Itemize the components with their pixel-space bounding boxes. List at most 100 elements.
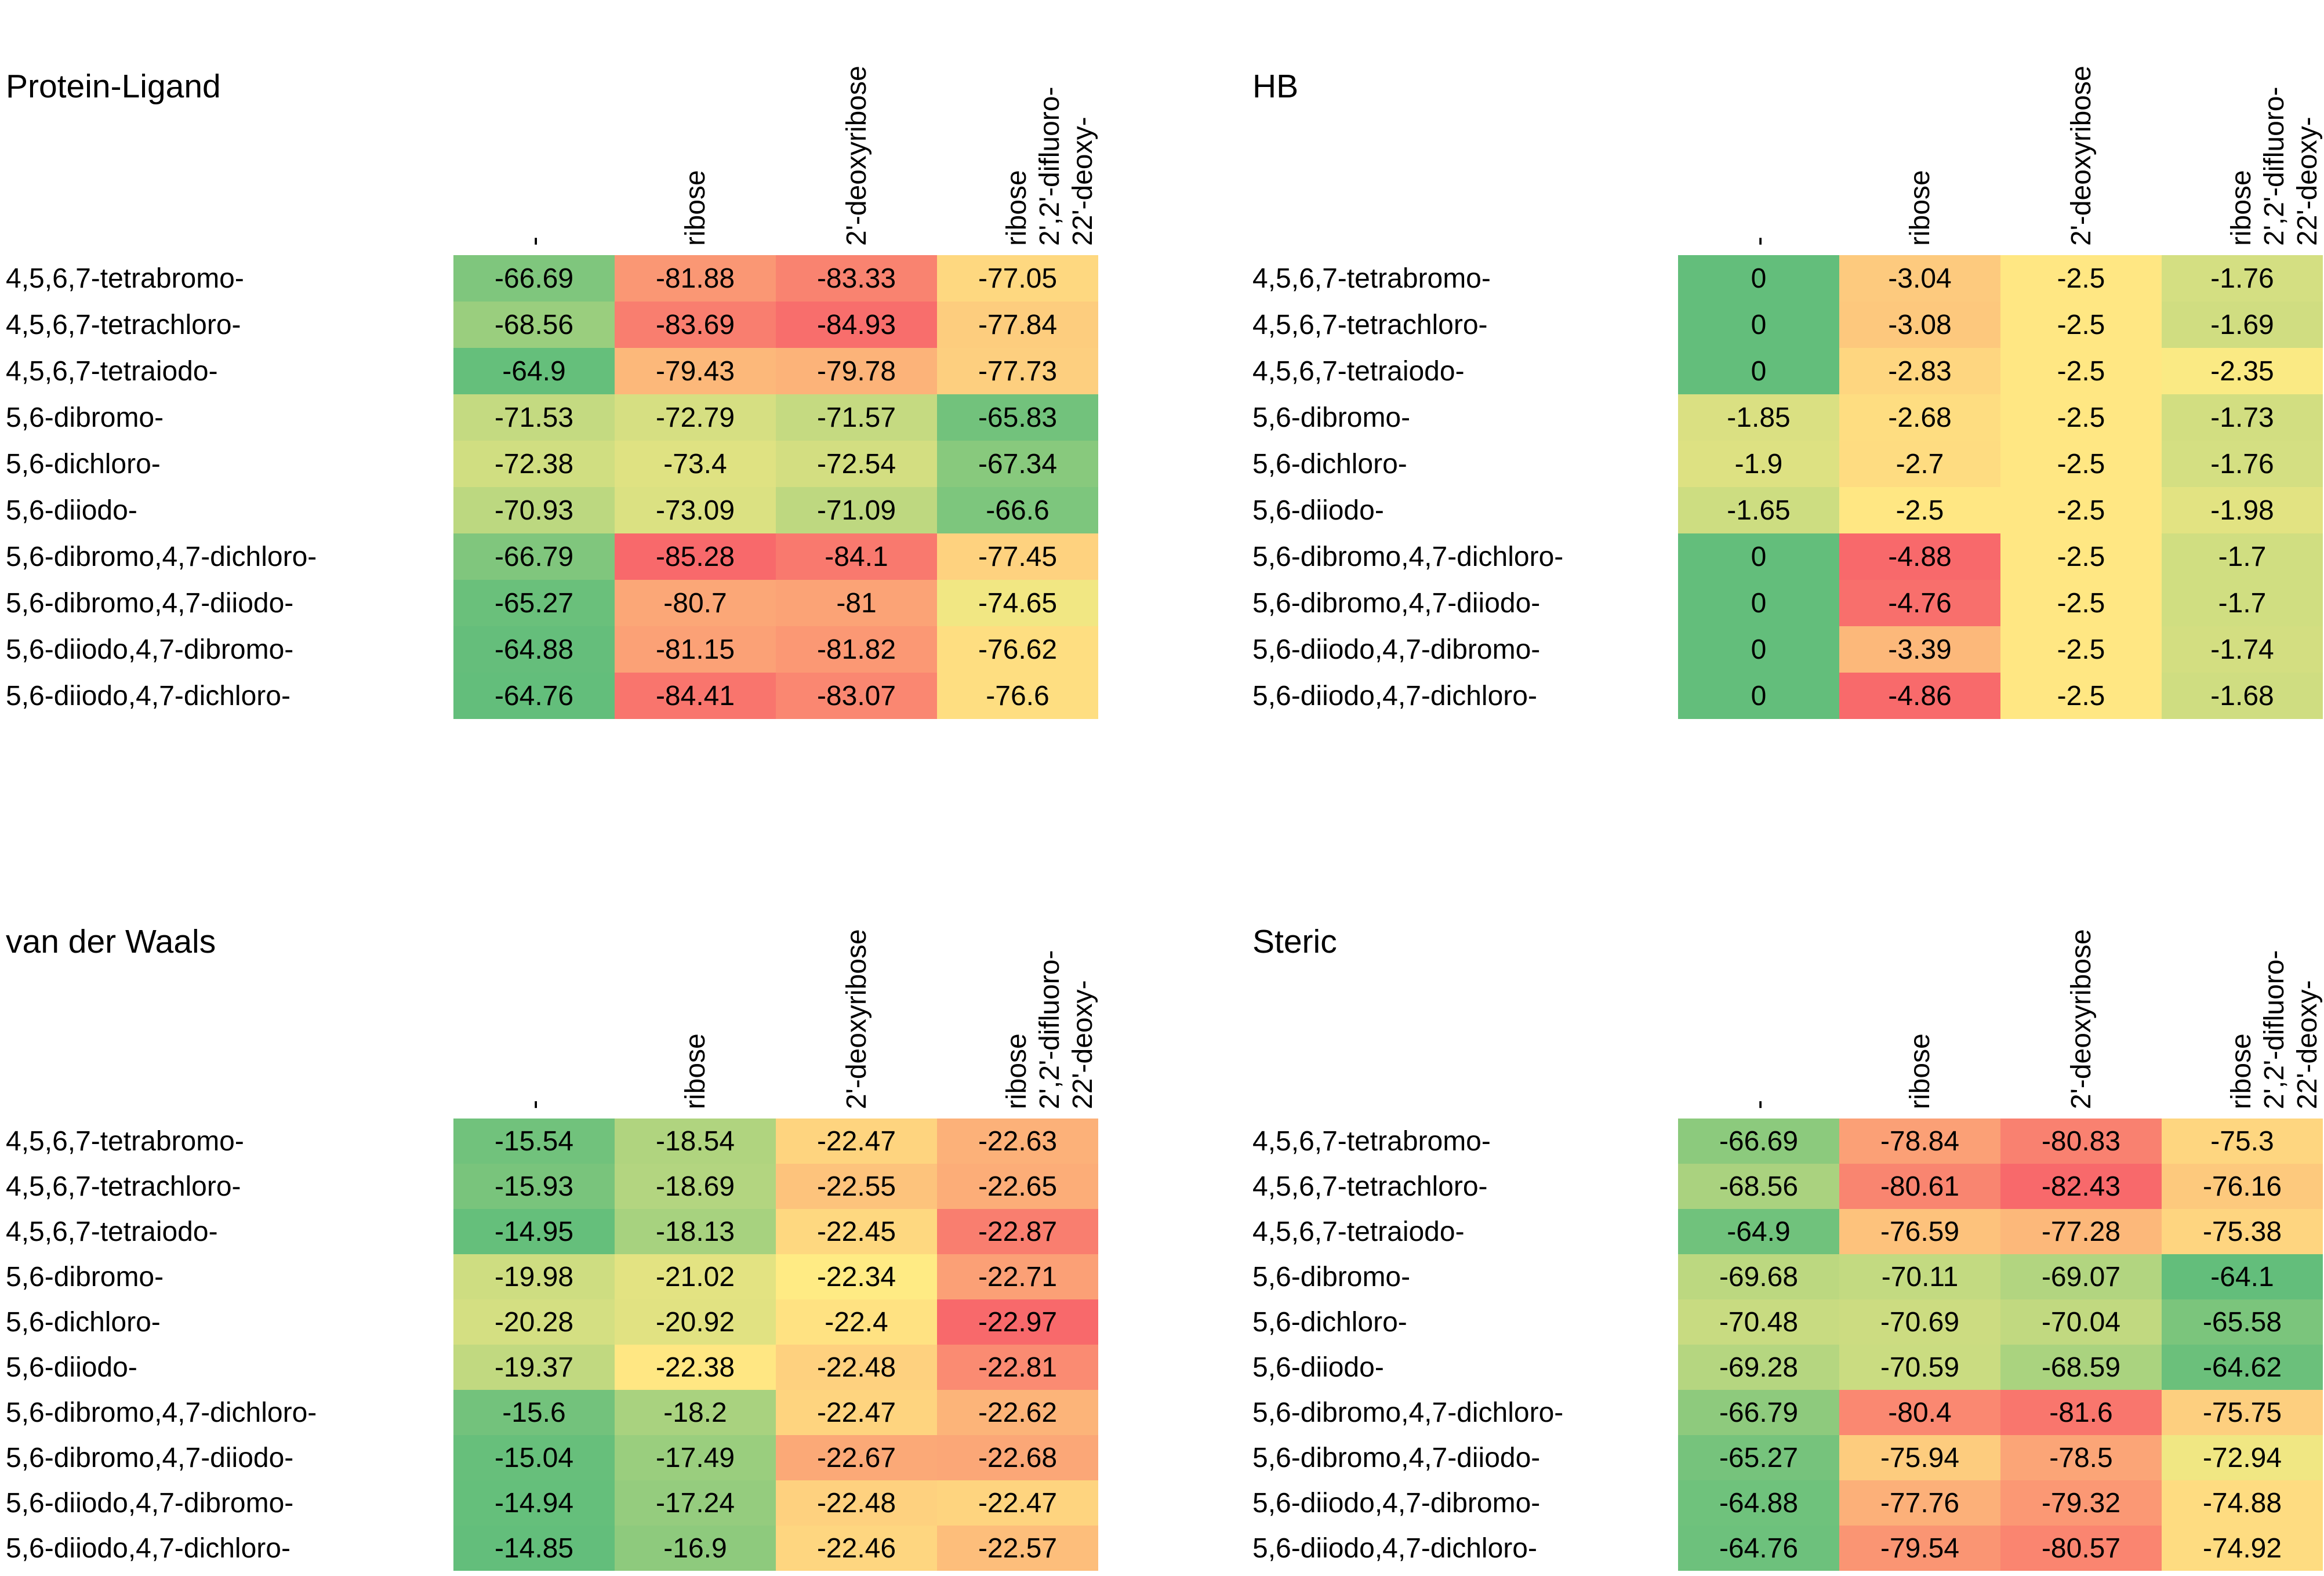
heatmap-cell[interactable]: -68.59	[2000, 1345, 2162, 1390]
heatmap-cell[interactable]: -69.68	[1678, 1254, 1839, 1299]
heatmap-cell[interactable]: -22.46	[776, 1526, 937, 1571]
heatmap-cell[interactable]: -22.45	[776, 1209, 937, 1254]
heatmap-cell[interactable]: -14.94	[453, 1480, 615, 1526]
heatmap-cell[interactable]: -22.38	[615, 1345, 776, 1390]
heatmap-cell[interactable]: -69.28	[1678, 1345, 1839, 1390]
heatmap-cell[interactable]: -83.69	[615, 302, 776, 348]
heatmap-cell[interactable]: -4.88	[1839, 533, 2000, 580]
heatmap-cell[interactable]: -77.84	[937, 302, 1098, 348]
heatmap-cell[interactable]: -2.5	[2000, 441, 2162, 487]
heatmap-cell[interactable]: -2.5	[2000, 255, 2162, 302]
heatmap-cell[interactable]: -70.04	[2000, 1299, 2162, 1345]
heatmap-cell[interactable]: -83.33	[776, 255, 937, 302]
heatmap-cell[interactable]: -70.93	[453, 487, 615, 533]
heatmap-cell[interactable]: -79.32	[2000, 1480, 2162, 1526]
heatmap-cell[interactable]: -82.43	[2000, 1164, 2162, 1209]
heatmap-cell[interactable]: -15.93	[453, 1164, 615, 1209]
heatmap-cell[interactable]: -15.04	[453, 1435, 615, 1480]
heatmap-cell[interactable]: -81.6	[2000, 1390, 2162, 1435]
heatmap-cell[interactable]: -18.13	[615, 1209, 776, 1254]
heatmap-cell[interactable]: -78.5	[2000, 1435, 2162, 1480]
heatmap-cell[interactable]: -4.86	[1839, 673, 2000, 719]
heatmap-cell[interactable]: -76.6	[937, 673, 1098, 719]
heatmap-cell[interactable]: -74.88	[2162, 1480, 2323, 1526]
heatmap-cell[interactable]: -22.48	[776, 1345, 937, 1390]
heatmap-cell[interactable]: -72.79	[615, 394, 776, 441]
heatmap-cell[interactable]: -22.97	[937, 1299, 1098, 1345]
heatmap-cell[interactable]: -3.39	[1839, 626, 2000, 673]
heatmap-cell[interactable]: -18.69	[615, 1164, 776, 1209]
heatmap-cell[interactable]: -80.83	[2000, 1119, 2162, 1164]
heatmap-cell[interactable]: -2.5	[2000, 533, 2162, 580]
heatmap-cell[interactable]: -80.61	[1839, 1164, 2000, 1209]
heatmap-cell[interactable]: -80.57	[2000, 1526, 2162, 1571]
heatmap-cell[interactable]: 0	[1678, 255, 1839, 302]
heatmap-cell[interactable]: -72.54	[776, 441, 937, 487]
heatmap-cell[interactable]: -1.68	[2162, 673, 2323, 719]
heatmap-cell[interactable]: -67.34	[937, 441, 1098, 487]
heatmap-cell[interactable]: -22.68	[937, 1435, 1098, 1480]
heatmap-cell[interactable]: -1.7	[2162, 533, 2323, 580]
heatmap-cell[interactable]: -21.02	[615, 1254, 776, 1299]
heatmap-cell[interactable]: -2.7	[1839, 441, 2000, 487]
heatmap-cell[interactable]: -64.9	[1678, 1209, 1839, 1254]
heatmap-cell[interactable]: -3.04	[1839, 255, 2000, 302]
heatmap-cell[interactable]: -81.15	[615, 626, 776, 673]
heatmap-cell[interactable]: -72.94	[2162, 1435, 2323, 1480]
heatmap-cell[interactable]: -66.69	[1678, 1119, 1839, 1164]
heatmap-cell[interactable]: -2.83	[1839, 348, 2000, 394]
heatmap-cell[interactable]: -75.94	[1839, 1435, 2000, 1480]
heatmap-cell[interactable]: -19.98	[453, 1254, 615, 1299]
heatmap-cell[interactable]: -1.9	[1678, 441, 1839, 487]
heatmap-cell[interactable]: -65.27	[453, 580, 615, 626]
heatmap-cell[interactable]: -70.59	[1839, 1345, 2000, 1390]
heatmap-cell[interactable]: -73.4	[615, 441, 776, 487]
heatmap-cell[interactable]: -22.48	[776, 1480, 937, 1526]
heatmap-cell[interactable]: -3.08	[1839, 302, 2000, 348]
heatmap-cell[interactable]: -70.69	[1839, 1299, 2000, 1345]
heatmap-cell[interactable]: -22.4	[776, 1299, 937, 1345]
heatmap-cell[interactable]: -17.49	[615, 1435, 776, 1480]
heatmap-cell[interactable]: -22.81	[937, 1345, 1098, 1390]
heatmap-cell[interactable]: -74.65	[937, 580, 1098, 626]
heatmap-cell[interactable]: 0	[1678, 533, 1839, 580]
heatmap-cell[interactable]: -79.54	[1839, 1526, 2000, 1571]
heatmap-cell[interactable]: -1.76	[2162, 255, 2323, 302]
heatmap-cell[interactable]: -2.68	[1839, 394, 2000, 441]
heatmap-cell[interactable]: -1.76	[2162, 441, 2323, 487]
heatmap-cell[interactable]: -22.57	[937, 1526, 1098, 1571]
heatmap-cell[interactable]: -2.5	[2000, 673, 2162, 719]
heatmap-cell[interactable]: -2.5	[2000, 302, 2162, 348]
heatmap-cell[interactable]: -15.6	[453, 1390, 615, 1435]
heatmap-cell[interactable]: -19.37	[453, 1345, 615, 1390]
heatmap-cell[interactable]: -65.27	[1678, 1435, 1839, 1480]
heatmap-cell[interactable]: 0	[1678, 626, 1839, 673]
heatmap-cell[interactable]: -22.87	[937, 1209, 1098, 1254]
heatmap-cell[interactable]: -81.82	[776, 626, 937, 673]
heatmap-cell[interactable]: -75.3	[2162, 1119, 2323, 1164]
heatmap-cell[interactable]: -65.58	[2162, 1299, 2323, 1345]
heatmap-cell[interactable]: -22.47	[776, 1390, 937, 1435]
heatmap-cell[interactable]: -14.95	[453, 1209, 615, 1254]
heatmap-cell[interactable]: -22.67	[776, 1435, 937, 1480]
heatmap-cell[interactable]: -66.69	[453, 255, 615, 302]
heatmap-cell[interactable]: -75.38	[2162, 1209, 2323, 1254]
heatmap-cell[interactable]: -2.5	[2000, 394, 2162, 441]
heatmap-cell[interactable]: -66.6	[937, 487, 1098, 533]
heatmap-cell[interactable]: -20.28	[453, 1299, 615, 1345]
heatmap-cell[interactable]: -22.65	[937, 1164, 1098, 1209]
heatmap-cell[interactable]: -74.92	[2162, 1526, 2323, 1571]
heatmap-cell[interactable]: -85.28	[615, 533, 776, 580]
heatmap-cell[interactable]: -22.71	[937, 1254, 1098, 1299]
heatmap-cell[interactable]: -76.16	[2162, 1164, 2323, 1209]
heatmap-cell[interactable]: -75.75	[2162, 1390, 2323, 1435]
heatmap-cell[interactable]: -2.5	[2000, 487, 2162, 533]
heatmap-cell[interactable]: -66.79	[453, 533, 615, 580]
heatmap-cell[interactable]: -83.07	[776, 673, 937, 719]
heatmap-cell[interactable]: -2.5	[2000, 348, 2162, 394]
heatmap-cell[interactable]: -2.5	[1839, 487, 2000, 533]
heatmap-cell[interactable]: -66.79	[1678, 1390, 1839, 1435]
heatmap-cell[interactable]: -79.43	[615, 348, 776, 394]
heatmap-cell[interactable]: -64.88	[453, 626, 615, 673]
heatmap-cell[interactable]: -1.69	[2162, 302, 2323, 348]
